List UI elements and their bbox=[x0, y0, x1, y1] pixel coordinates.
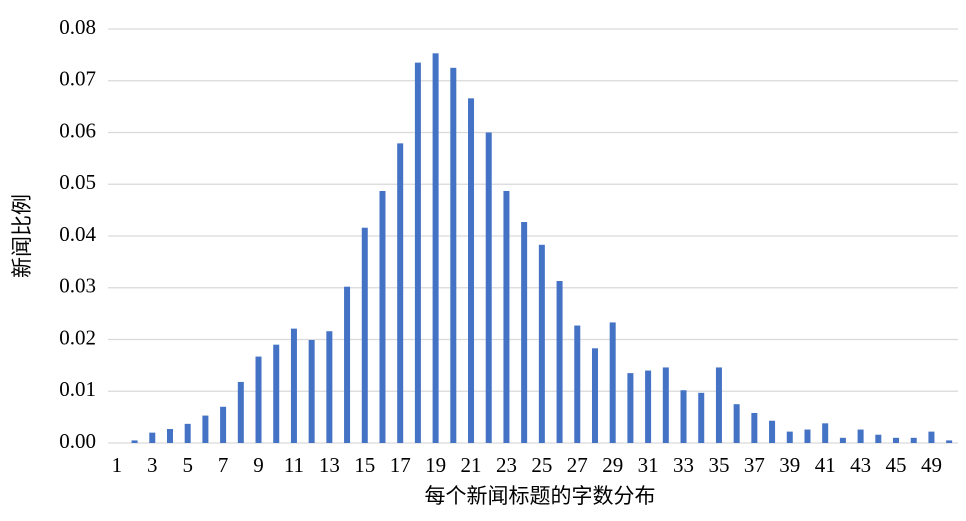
y-tick-label: 0.03 bbox=[59, 274, 96, 298]
x-tick-label: 7 bbox=[218, 453, 229, 477]
bar bbox=[184, 423, 191, 443]
bar bbox=[450, 67, 457, 443]
y-tick-label: 0.06 bbox=[59, 118, 96, 142]
bar bbox=[308, 340, 315, 443]
y-tick-label: 0.08 bbox=[59, 15, 96, 39]
y-tick-label: 0.05 bbox=[59, 170, 96, 194]
bar bbox=[804, 429, 811, 443]
bar bbox=[893, 437, 900, 443]
bar bbox=[414, 62, 421, 443]
bar bbox=[379, 190, 386, 443]
bar bbox=[255, 356, 262, 443]
bar bbox=[662, 367, 669, 443]
bar bbox=[237, 381, 244, 443]
bar bbox=[839, 437, 846, 443]
bar bbox=[928, 431, 935, 443]
bar bbox=[220, 406, 227, 443]
bar bbox=[769, 420, 776, 443]
x-tick-label: 37 bbox=[744, 453, 765, 477]
bar bbox=[273, 344, 280, 443]
x-tick-label: 29 bbox=[602, 453, 623, 477]
x-tick-label: 19 bbox=[425, 453, 446, 477]
bar bbox=[574, 325, 581, 443]
bar bbox=[485, 132, 492, 443]
bar bbox=[290, 328, 297, 443]
x-tick-label: 15 bbox=[354, 453, 375, 477]
bar bbox=[680, 390, 687, 443]
bar bbox=[468, 98, 475, 443]
bar bbox=[538, 244, 545, 443]
bar bbox=[131, 440, 138, 443]
bar bbox=[786, 431, 793, 443]
x-tick-label: 33 bbox=[673, 453, 694, 477]
y-tick-label: 0.00 bbox=[59, 429, 96, 453]
bar bbox=[698, 392, 705, 443]
bar bbox=[751, 412, 758, 443]
x-tick-label: 11 bbox=[284, 453, 304, 477]
bar bbox=[591, 348, 598, 443]
y-axis-label: 新闻比例 bbox=[10, 194, 34, 278]
x-tick-label: 1 bbox=[112, 453, 123, 477]
bar bbox=[521, 222, 528, 443]
bar bbox=[361, 227, 368, 443]
bar bbox=[432, 53, 439, 443]
x-tick-label: 39 bbox=[779, 453, 800, 477]
bar bbox=[875, 434, 882, 443]
x-tick-label: 9 bbox=[253, 453, 264, 477]
bar bbox=[326, 331, 333, 443]
y-tick-label: 0.02 bbox=[59, 325, 96, 349]
x-tick-label: 45 bbox=[886, 453, 907, 477]
bar bbox=[733, 404, 740, 443]
bar bbox=[715, 367, 722, 443]
y-tick-label: 0.01 bbox=[59, 377, 96, 401]
bar bbox=[344, 286, 351, 443]
x-tick-label: 31 bbox=[638, 453, 659, 477]
x-tick-label: 49 bbox=[921, 453, 942, 477]
bar bbox=[910, 437, 917, 443]
x-tick-label: 41 bbox=[815, 453, 836, 477]
bar bbox=[645, 370, 652, 443]
bar bbox=[556, 281, 563, 443]
x-tick-label: 43 bbox=[850, 453, 871, 477]
x-tick-label: 5 bbox=[182, 453, 193, 477]
bar bbox=[822, 423, 829, 443]
bar bbox=[149, 432, 156, 443]
x-tick-label: 3 bbox=[147, 453, 158, 477]
x-tick-label: 35 bbox=[708, 453, 729, 477]
bar bbox=[609, 322, 616, 443]
x-axis-label: 每个新闻标题的字数分布 bbox=[425, 484, 656, 508]
bar bbox=[946, 440, 953, 443]
x-tick-label: 25 bbox=[531, 453, 552, 477]
y-tick-label: 0.07 bbox=[59, 67, 96, 91]
bar bbox=[857, 429, 864, 443]
x-tick-label: 21 bbox=[461, 453, 482, 477]
x-tick-label: 23 bbox=[496, 453, 517, 477]
bar bbox=[503, 190, 510, 443]
bar bbox=[397, 143, 404, 443]
x-tick-label: 17 bbox=[390, 453, 411, 477]
bar bbox=[627, 373, 634, 443]
bar bbox=[202, 415, 209, 443]
x-tick-label: 13 bbox=[319, 453, 340, 477]
bar bbox=[166, 429, 173, 443]
y-tick-label: 0.04 bbox=[59, 222, 96, 246]
x-tick-label: 27 bbox=[567, 453, 588, 477]
